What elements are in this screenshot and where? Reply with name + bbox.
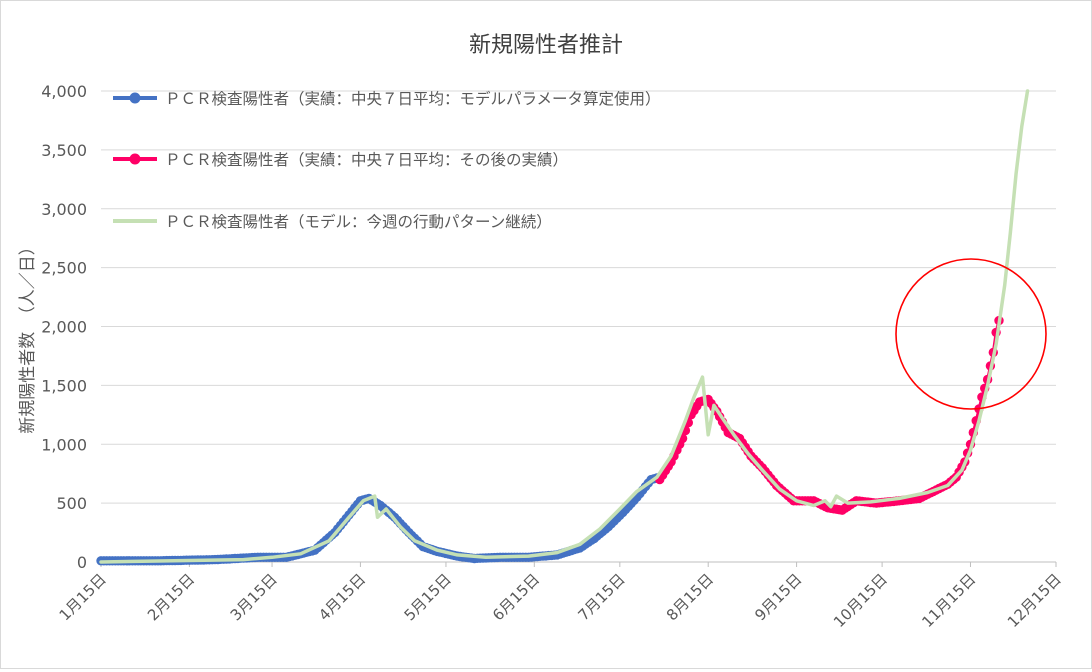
legend-swatch-marker [129,153,141,165]
legend-item[interactable]: ＰＣＲ検査陽性者（実績：中央７日平均：モデルパラメータ算定使用） [113,89,661,108]
x-tick-label: 5月15日 [401,570,455,624]
x-tick-label: 6月15日 [489,570,543,624]
x-tick-label: 10月15日 [830,570,891,631]
y-axis-ticks: 0 500 1,000 1,500 2,000 2,500 3,000 3,500 4,000 [41,82,87,572]
y-tick-label: 2,000 [41,318,87,337]
y-tick-label: 0 [77,553,87,572]
legend-label: ＰＣＲ検査陽性者（実績：中央７日平均：その後の実績） [165,151,568,169]
legend[interactable]: ＰＣＲ検査陽性者（実績：中央７日平均：モデルパラメータ算定使用） ＰＣＲ検査陽性者… [113,89,661,231]
x-axis-ticks: 1月15日 2月15日 3月15日 4月15日 5月15日 6月15日 7月15日 8月15日… [56,562,1065,631]
gridlines [101,90,1056,563]
series-line [99,89,1030,564]
chart-title: 新規陽性者推計 [469,33,623,58]
x-tick-label: 8月15日 [663,570,717,624]
series-0 [96,472,665,566]
x-tick-label: 7月15日 [574,570,628,624]
legend-label: ＰＣＲ検査陽性者（実績：中央７日平均：モデルパラメータ算定使用） [165,89,661,108]
legend-swatch-marker [129,92,141,104]
y-tick-label: 2,500 [41,259,87,278]
x-tick-label: 11月15日 [918,570,979,631]
x-tick-label: 9月15日 [751,570,805,624]
legend-label: ＰＣＲ検査陽性者（モデル：今週の行動パターン継続） [165,212,552,231]
highlight-circle [895,258,1047,410]
x-tick-label: 12月15日 [1004,570,1065,631]
x-tick-label: 2月15日 [144,570,198,624]
legend-item[interactable]: ＰＣＲ検査陽性者（実績：中央７日平均：その後の実績） [113,151,568,169]
y-tick-label: 3,500 [41,141,87,160]
y-tick-label: 500 [56,494,87,513]
x-tick-label: 4月15日 [315,570,369,624]
x-tick-label: 1月15日 [56,570,110,624]
y-tick-label: 3,000 [41,200,87,219]
series-layer [96,89,1030,566]
legend-item[interactable]: ＰＣＲ検査陽性者（モデル：今週の行動パターン継続） [113,212,552,231]
x-tick-label: 3月15日 [227,570,281,624]
series-2 [99,89,1030,564]
y-tick-label: 1,000 [41,435,87,454]
y-tick-label: 1,500 [41,376,87,395]
y-tick-label: 4,000 [41,82,87,101]
y-axis-label: 新規陽性者数 （人／日） [18,238,38,434]
